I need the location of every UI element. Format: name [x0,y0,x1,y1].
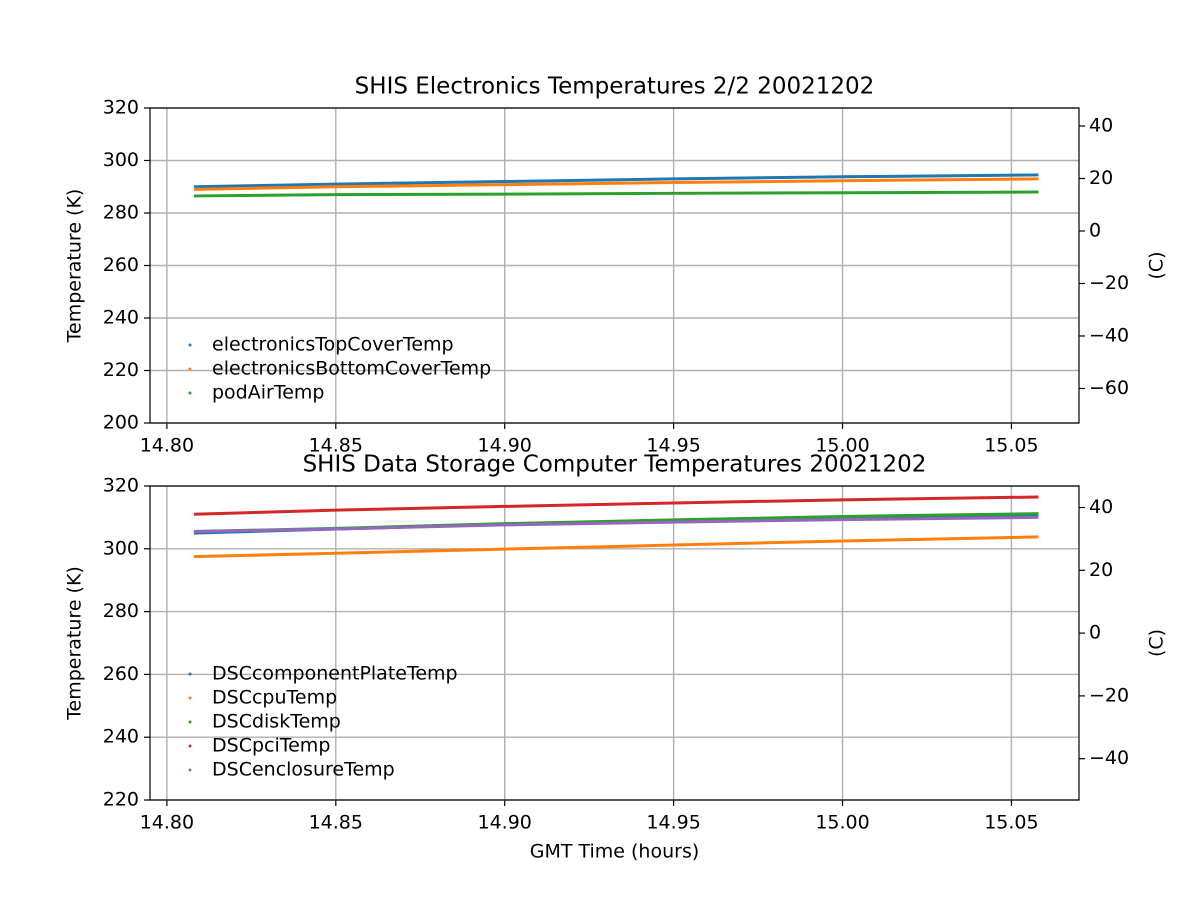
y-tick-label: 300 [103,149,139,171]
y-tick-label: 300 [103,537,139,559]
y-tick-label: 200 [103,412,139,434]
x-tick-label: 15.05 [984,435,1038,457]
series-line [193,173,1039,189]
legend-label: electronicsBottomCoverTemp [212,358,491,380]
chart-title: SHIS Data Storage Computer Temperatures … [303,452,927,478]
y-tick-label: 240 [103,726,139,748]
y2-tick-label: −60 [1089,377,1129,399]
x-tick-label: 14.80 [140,435,194,457]
y2-axis-label: (C) [1146,629,1168,657]
y-tick-label: 280 [103,600,139,622]
x-tick-label: 15.00 [815,812,869,834]
y-tick-label: 260 [103,254,139,276]
legend-label: podAirTemp [212,382,324,404]
legend-marker [188,672,192,676]
x-tick-label: 14.80 [140,812,194,834]
legend-marker [188,768,192,772]
y2-tick-label: 0 [1089,219,1101,241]
plot-frame [149,107,1080,424]
chart-title: SHIS Electronics Temperatures 2/2 200212… [355,74,875,100]
legend-label: DSCdiskTemp [212,711,341,733]
legend-label: DSCcpuTemp [212,687,337,709]
y2-tick-label: 40 [1089,114,1113,136]
y-tick-label: 260 [103,663,139,685]
y-tick-label: 220 [103,359,139,381]
y2-tick-label: −20 [1089,684,1129,706]
y-axis-label: Temperature (K) [64,189,86,344]
y-tick-label: 320 [103,97,139,119]
legend-marker [188,391,192,395]
series-line [193,190,1039,198]
legend-label: electronicsTopCoverTemp [212,334,454,356]
legend-label: DSCcomponentPlateTemp [212,663,458,685]
y-tick-label: 220 [103,789,139,811]
x-tick-label: 14.85 [309,812,363,834]
x-tick-label: 14.95 [646,812,700,834]
y2-tick-label: 40 [1089,496,1113,518]
y-tick-label: 280 [103,202,139,224]
y2-tick-label: 0 [1089,622,1101,644]
series-line [193,177,1039,191]
y2-tick-label: −40 [1089,747,1129,769]
legend-marker [188,720,192,724]
series-line [193,495,1039,516]
x-axis-label: GMT Time (hours) [530,841,700,863]
legend-label: DSCenclosureTemp [212,759,395,781]
y2-tick-label: 20 [1089,167,1113,189]
x-tick-label: 15.00 [815,435,869,457]
y2-tick-label: −20 [1089,272,1129,294]
y-tick-label: 240 [103,307,139,329]
x-tick-label: 14.90 [478,812,532,834]
y2-axis-label: (C) [1146,251,1168,279]
x-tick-label: 14.90 [478,435,532,457]
x-tick-label: 14.85 [309,435,363,457]
plot-frame [149,485,1080,801]
y-axis-label: Temperature (K) [64,566,86,721]
legend-marker [188,343,192,347]
legend-marker [188,367,192,371]
x-tick-label: 15.05 [984,812,1038,834]
legend-label: DSCpciTemp [212,735,330,757]
y2-tick-label: −40 [1089,324,1129,346]
y2-tick-label: 20 [1089,559,1113,581]
series-line [193,515,1039,534]
legend-marker [188,696,192,700]
x-tick-label: 14.95 [646,435,700,457]
legend-marker [188,744,192,748]
y-tick-label: 320 [103,475,139,497]
series-line [193,535,1039,559]
